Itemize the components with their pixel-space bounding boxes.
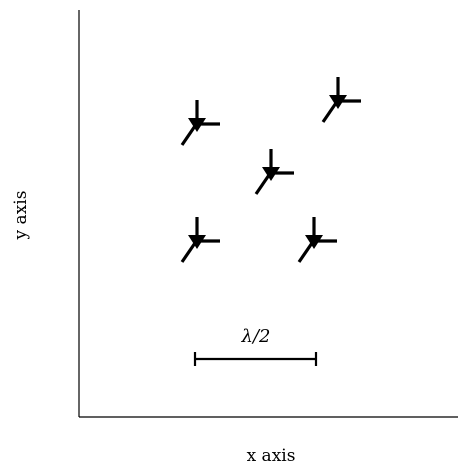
marker-group [180, 77, 361, 263]
marker-arrowhead [329, 95, 347, 109]
marker-diagonal-arm [254, 174, 271, 195]
marker-upper-left [180, 100, 220, 146]
marker-arrowhead [305, 235, 323, 249]
marker-diagonal-arm [321, 102, 338, 123]
marker-arrowhead [188, 118, 206, 132]
marker-upper-right [321, 77, 361, 123]
marker-center [254, 149, 294, 195]
marker-lower-left [180, 217, 220, 263]
x-axis-label: x axis [247, 446, 296, 466]
marker-diagonal-arm [180, 242, 197, 263]
marker-arrowhead [262, 167, 280, 181]
y-axis-label: y axis [11, 191, 31, 241]
marker-arrowhead [188, 235, 206, 249]
marker-diagonal-arm [180, 125, 197, 146]
marker-lower-right [297, 217, 337, 263]
marker-diagonal-arm [297, 242, 314, 263]
scale-bar: λ/2 [193, 326, 318, 366]
scale-bar-label: λ/2 [241, 326, 271, 347]
